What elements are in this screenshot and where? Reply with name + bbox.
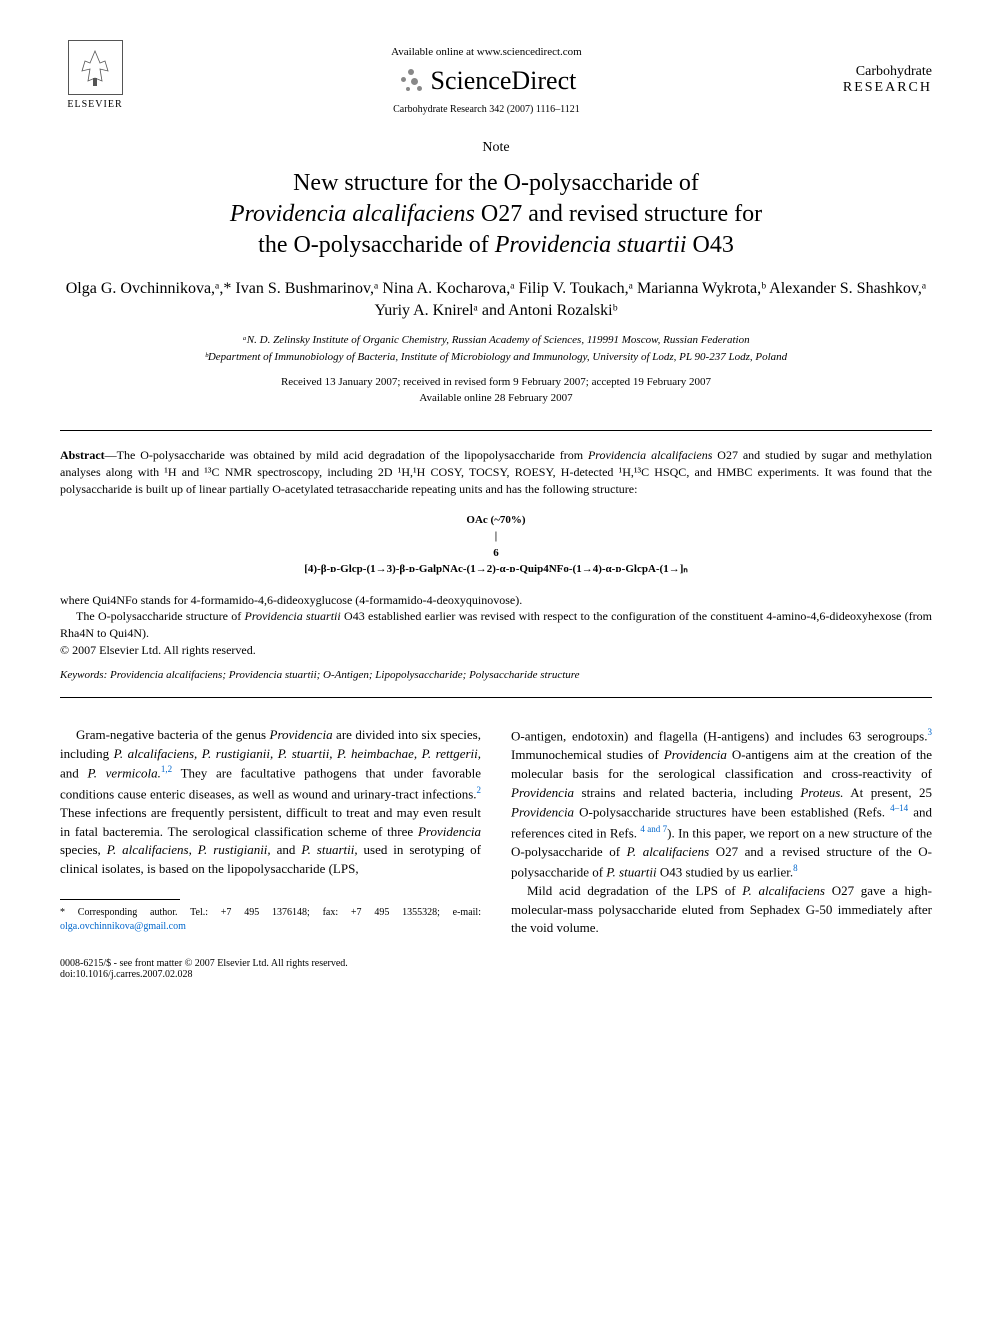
ref-link[interactable]: 4 and 7 (640, 824, 667, 834)
title-line3-italic: Providencia stuartii (495, 232, 687, 258)
abstract-after-text2a: The O-polysaccharide structure of (76, 609, 245, 623)
article-title: New structure for the O-polysaccharide o… (60, 168, 932, 262)
elsevier-tree-icon (68, 40, 123, 95)
structure-line2: | (60, 528, 932, 545)
ref-link[interactable]: 2 (477, 785, 482, 795)
ref-link[interactable]: 4–14 (890, 803, 908, 813)
affiliation-b: ᵇDepartment of Immunobiology of Bacteria… (60, 349, 932, 366)
header-center: Available online at www.sciencedirect.co… (130, 46, 843, 115)
sciencedirect-text: ScienceDirect (431, 66, 577, 96)
divider-top (60, 430, 932, 431)
title-line1: New structure for the O-polysaccharide o… (293, 170, 699, 196)
corresponding-footnote: * Corresponding author. Tel.: +7 495 137… (60, 906, 481, 934)
abstract-after-italic2: Providencia stuartii (245, 609, 341, 623)
column-right: O-antigen, endotoxin) and flagella (H-an… (511, 726, 932, 939)
ref-link[interactable]: 1,2 (161, 764, 172, 774)
journal-reference: Carbohydrate Research 342 (2007) 1116–11… (130, 104, 843, 115)
journal-name-line1: Carbohydrate (843, 64, 932, 80)
abstract-text1: —The O-polysaccharide was obtained by mi… (105, 448, 588, 462)
body-columns: Gram-negative bacteria of the genus Prov… (60, 726, 932, 939)
copyright-block: 0008-6215/$ - see front matter © 2007 El… (60, 958, 932, 980)
title-line2-rest: O27 and revised structure for (475, 201, 762, 227)
footnote-divider (60, 899, 180, 900)
copyright-text: 0008-6215/$ - see front matter © 2007 El… (60, 958, 932, 969)
doi-text: doi:10.1016/j.carres.2007.02.028 (60, 969, 932, 980)
received-date: Received 13 January 2007; received in re… (60, 375, 932, 390)
bottom-copyright-row: 0008-6215/$ - see front matter © 2007 El… (60, 958, 932, 980)
header-row: ELSEVIER Available online at www.science… (60, 40, 932, 120)
title-line3-c: O43 (687, 232, 734, 258)
structure-line1: OAc (~70%) (60, 512, 932, 529)
footnote-text: * Corresponding author. Tel.: +7 495 137… (60, 907, 481, 918)
sciencedirect-icon (397, 67, 425, 95)
abstract-label: Abstract (60, 448, 105, 462)
available-online-text: Available online at www.sciencedirect.co… (130, 46, 843, 58)
ref-link[interactable]: 3 (928, 727, 933, 737)
structure-line3: 6 (60, 545, 932, 562)
abstract-copyright: © 2007 Elsevier Ltd. All rights reserved… (60, 642, 932, 659)
keywords-label: Keywords: (60, 669, 107, 681)
available-date: Available online 28 February 2007 (60, 391, 932, 406)
column-left: Gram-negative bacteria of the genus Prov… (60, 726, 481, 939)
elsevier-label: ELSEVIER (67, 99, 122, 110)
title-line2-italic: Providencia alcalifaciens (230, 201, 475, 227)
journal-logo: Carbohydrate RESEARCH (843, 64, 932, 96)
col1-para1: Gram-negative bacteria of the genus Prov… (60, 726, 481, 879)
sciencedirect-logo: ScienceDirect (130, 66, 843, 96)
ref-link[interactable]: 8 (793, 863, 798, 873)
abstract-after-text1: where Qui4NFo stands for 4-formamido-4,6… (60, 592, 932, 609)
col2-para2: Mild acid degradation of the LPS of P. a… (511, 882, 932, 939)
chemical-structure: OAc (~70%) | 6 [4)-β-ᴅ-Glcp-(1→3)-β-ᴅ-Ga… (60, 512, 932, 578)
email-link[interactable]: olga.ovchinnikova@gmail.com (60, 921, 186, 932)
col2-para1: O-antigen, endotoxin) and flagella (H-an… (511, 726, 932, 882)
keywords-text: Providencia alcalifaciens; Providencia s… (107, 669, 579, 681)
abstract-italic1: Providencia alcalifaciens (588, 448, 712, 462)
structure-line4: [4)-β-ᴅ-Glcp-(1→3)-β-ᴅ-GalpNAc-(1→2)-α-ᴅ… (60, 561, 932, 578)
abstract-after: where Qui4NFo stands for 4-formamido-4,6… (60, 592, 932, 659)
keywords-block: Keywords: Providencia alcalifaciens; Pro… (60, 669, 932, 681)
affiliation-a: ᵃN. D. Zelinsky Institute of Organic Che… (60, 332, 932, 349)
abstract-block: Abstract—The O-polysaccharide was obtain… (60, 447, 932, 497)
authors-list: Olga G. Ovchinnikova,ᵃ,* Ivan S. Bushmar… (60, 278, 932, 323)
journal-name-line2: RESEARCH (843, 80, 932, 96)
title-line3-a: the O-polysaccharide of (258, 232, 495, 258)
elsevier-logo: ELSEVIER (60, 40, 130, 120)
affiliations: ᵃN. D. Zelinsky Institute of Organic Che… (60, 332, 932, 365)
note-label: Note (60, 140, 932, 156)
article-dates: Received 13 January 2007; received in re… (60, 375, 932, 406)
divider-bottom (60, 697, 932, 698)
